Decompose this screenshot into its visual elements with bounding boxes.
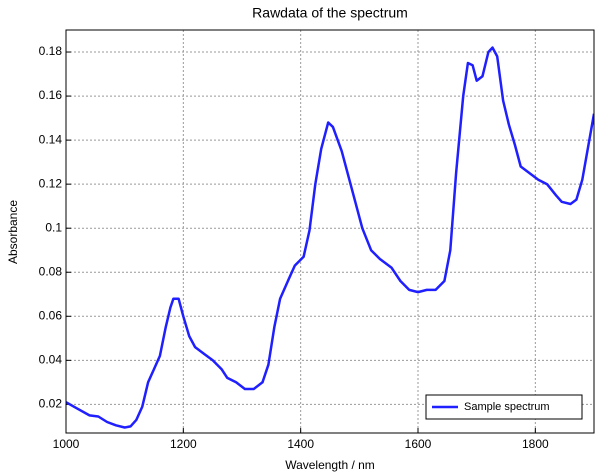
- y-tick-label: 0.18: [39, 44, 63, 58]
- y-tick-label: 0.1: [45, 220, 62, 234]
- y-tick-label: 0.04: [39, 352, 63, 366]
- chart-title: Rawdata of the spectrum: [252, 5, 408, 21]
- y-tick-label: 0.02: [39, 397, 63, 411]
- x-tick-label: 1400: [287, 437, 314, 451]
- y-tick-label: 0.16: [39, 88, 63, 102]
- legend-label: Sample spectrum: [464, 401, 550, 413]
- plot-area: [66, 30, 594, 433]
- y-tick-label: 0.08: [39, 264, 63, 278]
- x-tick-label: 1800: [522, 437, 549, 451]
- plot-frame: [65, 29, 595, 434]
- y-tick-label: 0.06: [39, 308, 63, 322]
- x-axis-label: Wavelength / nm: [285, 458, 375, 472]
- y-axis-label: Absorbance: [6, 200, 20, 264]
- x-tick-label: 1200: [170, 437, 197, 451]
- x-tick-label: 1600: [405, 437, 432, 451]
- y-tick-label: 0.14: [39, 132, 63, 146]
- line: [66, 46, 594, 429]
- x-tick-label: 1000: [53, 437, 80, 451]
- y-tick-label: 0.12: [39, 176, 63, 190]
